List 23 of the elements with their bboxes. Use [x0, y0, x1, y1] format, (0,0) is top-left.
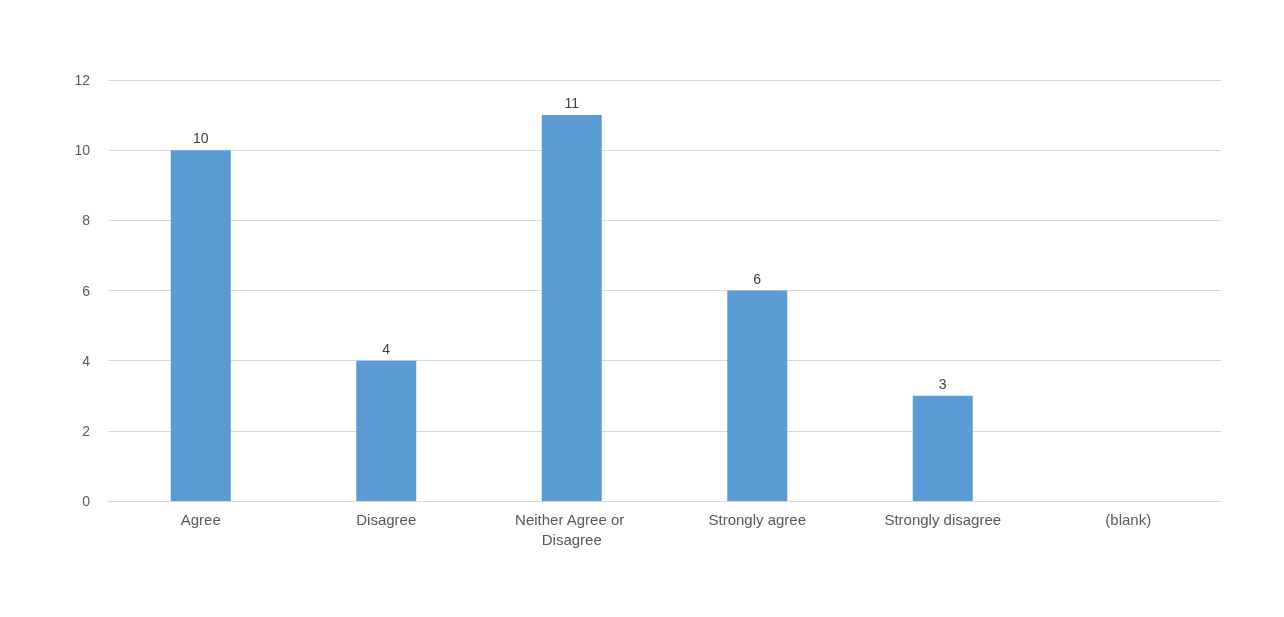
bar — [912, 395, 973, 501]
x-tick-label: Strongly disagree — [884, 510, 1002, 528]
y-tick-label: 6 — [82, 282, 91, 299]
data-label: 6 — [753, 270, 762, 287]
bar — [727, 290, 788, 501]
bar — [541, 115, 602, 501]
data-label: 3 — [938, 375, 947, 392]
y-tick-label: 4 — [82, 352, 91, 369]
y-tick-label: 2 — [82, 422, 91, 439]
y-tick-label: 10 — [74, 142, 91, 159]
x-tick-label: Strongly agree — [708, 510, 807, 528]
x-tick-label: Agree — [180, 510, 221, 528]
y-tick-label: 8 — [82, 212, 91, 229]
bar — [170, 150, 231, 501]
x-tick-label: Disagree — [356, 510, 417, 528]
x-tick-label: Neither Agree or Disagree — [515, 510, 629, 548]
data-label: 4 — [382, 340, 391, 357]
bar — [356, 360, 417, 501]
y-tick-label: 0 — [82, 493, 91, 509]
x-tick-label: (blank) — [1105, 510, 1152, 528]
y-tick-label: 12 — [74, 72, 91, 88]
data-label: 11 — [564, 95, 580, 112]
data-label: 10 — [192, 130, 209, 147]
